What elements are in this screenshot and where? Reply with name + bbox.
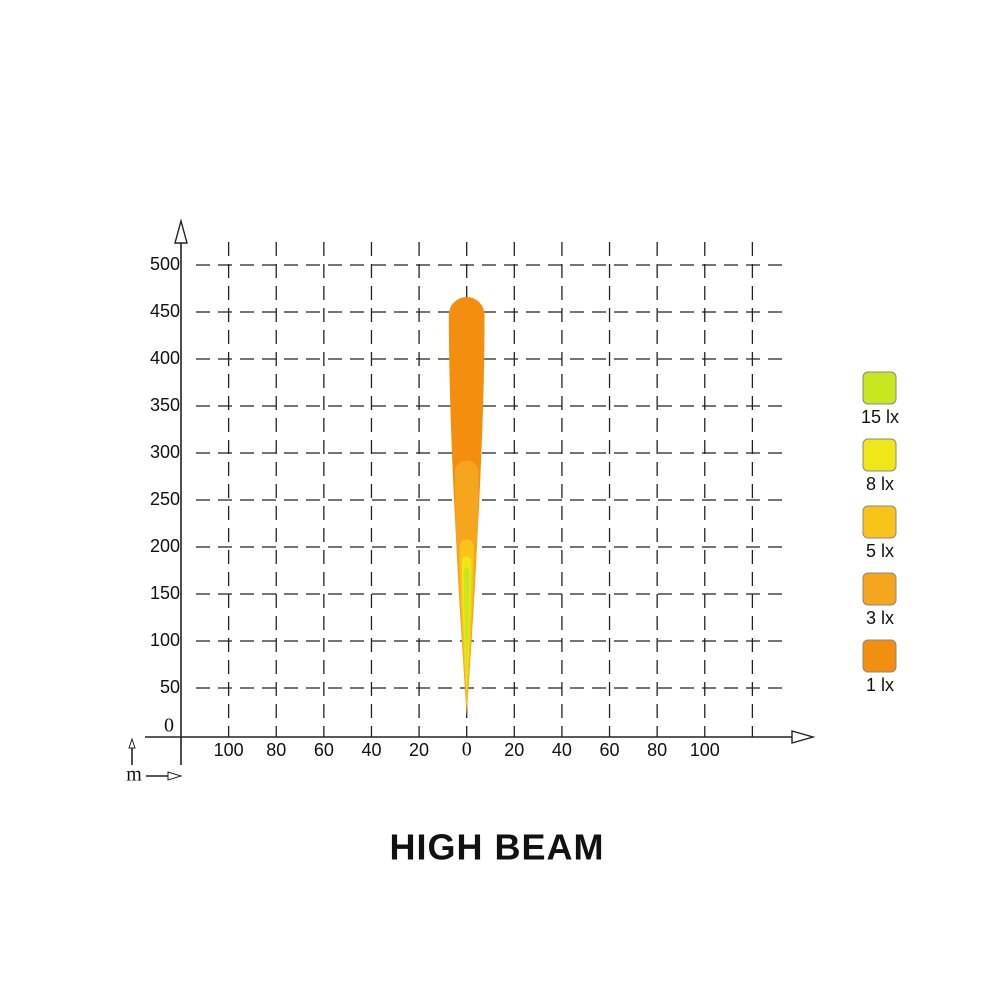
y-tick-label: 500	[150, 254, 180, 274]
x-tick-label: 20	[504, 740, 524, 760]
x-tick-label: 100	[690, 740, 720, 760]
legend-swatch	[862, 572, 897, 606]
unit-label: m	[126, 764, 142, 786]
x-tick-label: 20	[409, 740, 429, 760]
x-tick-label: 40	[552, 740, 572, 760]
x-tick-label: 60	[600, 740, 620, 760]
unit-arrow-head	[167, 771, 183, 781]
x-tick-label: 0	[462, 739, 472, 761]
y-tick-label: 200	[150, 536, 180, 556]
beams	[448, 296, 485, 717]
legend-label: 3 lx	[866, 608, 894, 628]
grid	[196, 242, 790, 737]
y-tick-label: 350	[150, 395, 180, 415]
chart-title: HIGH BEAM	[390, 827, 605, 868]
legend-swatch	[862, 438, 897, 472]
y-tick-label: 400	[150, 348, 180, 368]
legend-label: 15 lx	[861, 407, 899, 427]
y-tick-label: 150	[150, 583, 180, 603]
x-tick-label: 60	[314, 740, 334, 760]
y-tick-label: 0	[164, 715, 174, 737]
y-arrow	[174, 218, 188, 244]
legend-swatch	[862, 505, 897, 539]
legend-swatch	[862, 371, 897, 405]
y-tick-label: 450	[150, 301, 180, 321]
y-tick-label: 50	[160, 677, 180, 697]
legend: 15 lx 8 lx 5 lx 3 lx 1 lx	[861, 371, 899, 695]
x-tick-label: 80	[647, 740, 667, 760]
y-tick-label: 300	[150, 442, 180, 462]
unit-arrow-head	[128, 737, 136, 749]
x-arrow	[791, 730, 816, 744]
beam-contour	[463, 567, 470, 679]
legend-swatch	[862, 639, 897, 673]
x-tick-label: 80	[266, 740, 286, 760]
legend-label: 8 lx	[866, 474, 894, 494]
legend-label: 1 lx	[866, 675, 894, 695]
x-tick-label: 40	[361, 740, 381, 760]
legend-label: 5 lx	[866, 541, 894, 561]
x-tick-label: 100	[214, 740, 244, 760]
axes: m	[126, 218, 816, 786]
y-tick-label: 250	[150, 489, 180, 509]
y-tick-label: 100	[150, 630, 180, 650]
